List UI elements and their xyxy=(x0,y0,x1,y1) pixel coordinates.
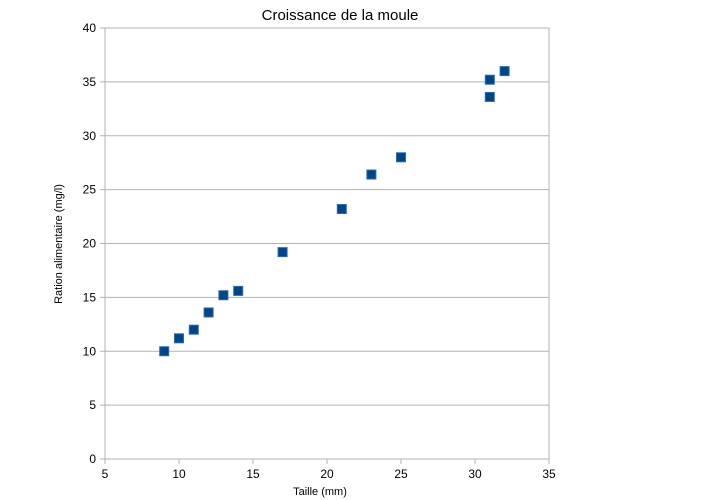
y-tick-label: 25 xyxy=(83,183,97,197)
data-point-10 xyxy=(396,152,406,163)
x-tick-label: 15 xyxy=(246,467,260,481)
y-tick-label: 15 xyxy=(83,290,97,304)
data-point-2 xyxy=(174,333,184,344)
x-tick-label: 20 xyxy=(320,467,334,481)
x-axis-label: Taille (mm) xyxy=(293,486,347,498)
data-point-9 xyxy=(366,169,377,180)
y-tick-label: 0 xyxy=(89,452,96,466)
data-point-4 xyxy=(203,307,214,318)
y-tick-label: 35 xyxy=(83,75,97,89)
data-point-1 xyxy=(159,346,170,357)
x-tick-label: 25 xyxy=(394,467,408,481)
data-point-11 xyxy=(484,91,495,102)
data-point-6 xyxy=(233,285,244,296)
x-tick-label: 10 xyxy=(172,467,186,481)
y-tick-label: 5 xyxy=(89,398,96,412)
y-tick-label: 30 xyxy=(83,129,97,143)
y-axis-ticks: 0 5 10 15 20 25 30 35 40 xyxy=(83,21,105,466)
x-tick-label: 30 xyxy=(468,467,482,481)
data-point-8 xyxy=(336,204,347,215)
data-point-13 xyxy=(499,66,510,77)
y-tick-label: 10 xyxy=(83,344,97,358)
data-point-3 xyxy=(188,324,199,335)
grid-lines xyxy=(105,27,549,460)
x-tick-label: 35 xyxy=(542,467,556,481)
x-axis-ticks: 5 10 15 20 25 30 35 xyxy=(102,459,556,481)
data-point-7 xyxy=(277,247,288,258)
x-tick-label: 5 xyxy=(102,467,109,481)
data-point-12 xyxy=(484,74,495,85)
y-tick-label: 40 xyxy=(83,21,97,35)
y-tick-label: 20 xyxy=(83,237,97,251)
chart-title: Croissance de la moule xyxy=(262,7,419,24)
data-point-5 xyxy=(218,290,229,301)
y-axis-label: Ration alimentaire (mg/l) xyxy=(53,184,65,304)
data-points xyxy=(159,66,510,357)
